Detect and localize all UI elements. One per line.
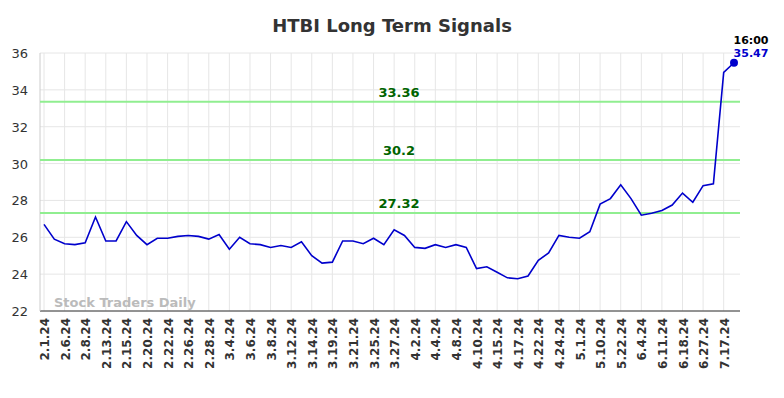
x-tick-label: 5.22.24 <box>615 318 629 369</box>
x-tick-label: 3.27.24 <box>388 318 402 369</box>
x-grid <box>435 53 436 311</box>
x-grid <box>249 53 250 311</box>
x-grid <box>44 53 45 311</box>
x-tick-label: 4.8.24 <box>450 318 464 361</box>
x-tick-label: 2.28.24 <box>203 318 217 369</box>
x-tick-label: 3.25.24 <box>368 318 382 369</box>
x-tick-label: 4.4.24 <box>429 318 443 361</box>
x-tick-label: 2.6.24 <box>59 318 73 361</box>
y-tick-label: 28 <box>11 193 28 208</box>
y-tick-label: 36 <box>11 46 28 61</box>
x-grid <box>723 53 724 311</box>
y-tick-label: 24 <box>11 267 28 282</box>
x-tick-label: 6.11.24 <box>656 318 670 369</box>
x-tick-label: 7.17.24 <box>718 318 732 369</box>
x-tick-label: 4.17.24 <box>512 318 526 369</box>
x-grid <box>332 53 333 311</box>
x-grid <box>455 53 456 311</box>
last-value: 35.47 <box>734 47 769 60</box>
x-tick-label: 4.22.24 <box>532 318 546 369</box>
signal-label: 33.36 <box>378 85 419 100</box>
watermark: Stock Traders Daily <box>54 295 196 310</box>
y-tick-label: 22 <box>11 304 28 319</box>
y-grid <box>40 311 740 312</box>
x-tick-label: 3.8.24 <box>265 318 279 361</box>
chart: HTBI Long Term Signals 22 24 26 28 30 32 34 36 2.… <box>0 0 784 398</box>
x-grid <box>126 53 127 311</box>
x-grid <box>579 53 580 311</box>
signal-label: 27.32 <box>378 196 419 211</box>
x-grid <box>661 53 662 311</box>
x-tick-label: 6.18.24 <box>677 318 691 369</box>
price-line <box>44 63 734 279</box>
y-tick-label: 34 <box>11 83 28 98</box>
x-tick-label: 2.22.24 <box>162 318 176 369</box>
x-grid <box>64 53 65 311</box>
x-grid <box>311 53 312 311</box>
x-axis <box>40 311 740 312</box>
x-tick-label: 2.20.24 <box>141 318 155 369</box>
signal-level <box>40 212 740 214</box>
x-grid <box>105 53 106 311</box>
y-tick-label: 30 <box>11 157 28 172</box>
last-time: 16:00 <box>733 34 768 47</box>
x-grid <box>352 53 353 311</box>
x-grid <box>703 53 704 311</box>
x-tick-label: 4.10.24 <box>471 318 485 369</box>
x-tick-label: 2.13.24 <box>100 318 114 369</box>
plot-area <box>40 59 740 279</box>
x-grid <box>208 53 209 311</box>
signal-level <box>40 159 740 161</box>
x-tick-label: 3.21.24 <box>347 318 361 369</box>
y-tick-label: 26 <box>11 230 28 245</box>
x-grid <box>620 53 621 311</box>
x-tick-label: 3.12.24 <box>285 318 299 369</box>
y-grid <box>40 126 740 127</box>
x-grid <box>682 53 683 311</box>
x-tick-label: 5.10.24 <box>594 318 608 369</box>
x-grid <box>188 53 189 311</box>
y-grid <box>40 274 740 275</box>
x-grid <box>641 53 642 311</box>
signal-label: 30.2 <box>383 143 415 158</box>
x-grid <box>270 53 271 311</box>
x-tick-label: 3.4.24 <box>223 318 237 361</box>
x-grid <box>476 53 477 311</box>
x-tick-label: 2.26.24 <box>182 318 196 369</box>
x-tick-label: 3.14.24 <box>306 318 320 369</box>
x-tick-label: 4.15.24 <box>491 318 505 369</box>
x-tick-label: 6.4.24 <box>635 318 649 361</box>
x-grid <box>85 53 86 311</box>
x-grid <box>538 53 539 311</box>
title: HTBI Long Term Signals <box>272 15 512 36</box>
x-tick-label: 3.19.24 <box>326 318 340 369</box>
x-grid <box>229 53 230 311</box>
x-tick-label: 2.8.24 <box>79 318 93 361</box>
x-tick-label: 2.1.24 <box>38 318 52 361</box>
x-grid <box>146 53 147 311</box>
x-grid <box>600 53 601 311</box>
x-tick-label: 2.15.24 <box>120 318 134 369</box>
x-tick-label: 3.6.24 <box>244 318 258 361</box>
x-grid <box>558 53 559 311</box>
x-grid <box>167 53 168 311</box>
x-tick-label: 5.1.24 <box>574 318 588 361</box>
x-grid <box>291 53 292 311</box>
y-grid <box>40 53 740 54</box>
x-grid <box>517 53 518 311</box>
y-axis <box>40 53 41 311</box>
x-grid <box>373 53 374 311</box>
signal-level <box>40 101 740 103</box>
x-tick-label: 6.27.24 <box>697 318 711 369</box>
y-tick-label: 32 <box>11 120 28 135</box>
x-tick-label: 4.2.24 <box>409 318 423 361</box>
y-grid <box>40 163 740 164</box>
x-tick-label: 4.24.24 <box>553 318 567 369</box>
